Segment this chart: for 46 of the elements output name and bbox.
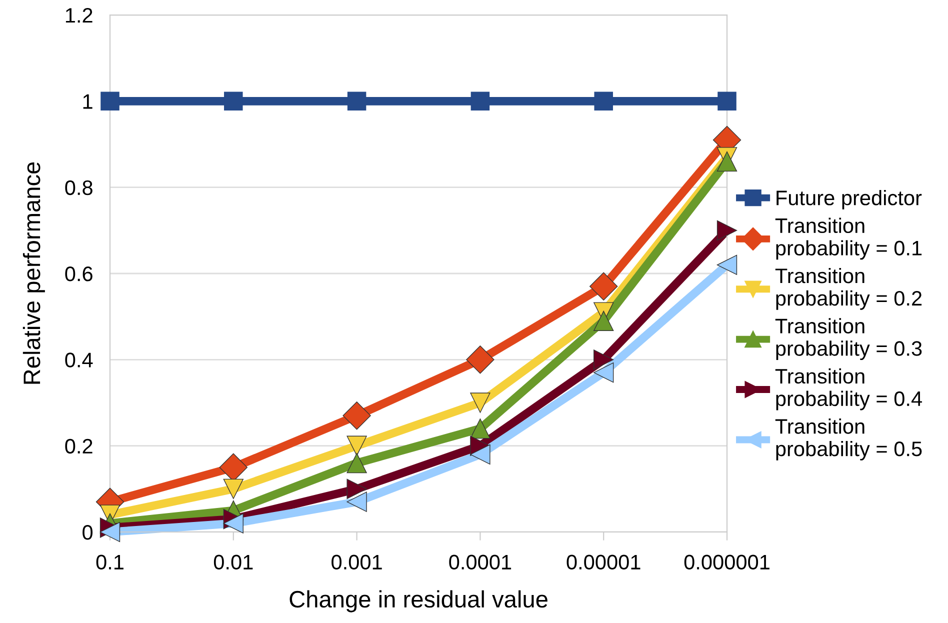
x-tick-label: 0.1: [96, 554, 124, 570]
legend-label: Transition probability = 0.4: [775, 368, 922, 410]
point: [470, 418, 490, 439]
x-tick-label: 0.001: [332, 554, 382, 570]
point: [594, 362, 614, 383]
point: [716, 220, 738, 240]
point: [470, 92, 490, 111]
point: [100, 522, 120, 542]
legend-label: Transition probability = 0.1: [775, 218, 922, 260]
x-tick-label: 0.000001: [684, 554, 770, 570]
x-tick-label: 0.00001: [566, 554, 640, 570]
point: [346, 492, 367, 512]
point: [223, 478, 244, 499]
x-tick-label: 0.0001: [449, 554, 512, 570]
y-tick-label: 0.4: [65, 352, 93, 368]
point: [100, 92, 120, 111]
point: [594, 92, 613, 111]
point: [594, 310, 614, 331]
point: [224, 92, 243, 111]
y-tick-label: 0.6: [65, 266, 92, 282]
legend-label: Future predictor: [776, 190, 922, 210]
point: [342, 402, 371, 430]
point: [716, 254, 738, 275]
point: [346, 436, 367, 456]
point: [223, 513, 244, 534]
point: [718, 92, 736, 111]
y-tick-label: 0: [82, 525, 93, 540]
point: [470, 444, 490, 465]
y-axis-title: Relative performance: [22, 162, 45, 384]
point: [716, 151, 738, 172]
y-tick-label: 1: [83, 94, 92, 109]
y-tick-label: 0.2: [65, 438, 92, 454]
legend-label: Transition probability = 0.5: [775, 418, 922, 460]
y-tick-label: 1.2: [66, 8, 92, 23]
point: [347, 92, 366, 111]
point: [594, 350, 614, 370]
x-axis-title: Change in residual value: [290, 590, 548, 612]
y-tick-label: 0.8: [65, 180, 92, 196]
x-tick-label: 0.01: [214, 554, 253, 570]
point: [346, 478, 367, 499]
point: [590, 272, 618, 301]
legend-label: Transition probability = 0.3: [775, 318, 922, 360]
point: [346, 452, 367, 474]
point: [470, 392, 490, 413]
legend-label: Transition probability = 0.2: [775, 268, 922, 310]
point: [466, 346, 494, 374]
